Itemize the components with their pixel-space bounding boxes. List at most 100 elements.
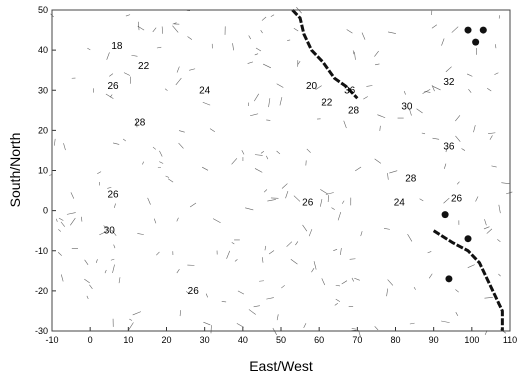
contour-segment	[226, 250, 231, 259]
y-axis-ticks: -30 -20 -10 0 10 20 30 40 50	[35, 5, 56, 336]
contour-segment	[123, 72, 131, 76]
contour-segment	[176, 66, 180, 73]
contour-segment	[389, 170, 398, 174]
contour-segment	[335, 298, 341, 302]
x-tick-label: 40	[238, 335, 248, 345]
contour-segment	[303, 323, 307, 329]
contour-segment	[335, 284, 340, 287]
contour-segment	[387, 172, 389, 180]
contour-segment	[313, 261, 317, 270]
contour-segment	[386, 288, 389, 297]
contour-segment	[264, 245, 267, 251]
x-tick-label: 10	[123, 335, 133, 345]
contour-segment	[455, 289, 459, 293]
contour-label: 28	[348, 105, 360, 116]
contour-segment	[293, 28, 299, 32]
contour-segment	[374, 50, 379, 57]
contour-segment	[118, 277, 121, 284]
contour-segment	[260, 151, 265, 154]
contour-segment	[113, 244, 116, 249]
contour-segment	[361, 32, 366, 40]
contour-segment	[407, 233, 413, 242]
contour-label: 26	[188, 286, 200, 297]
contour-label: 30	[104, 226, 116, 237]
contour-segment	[112, 264, 115, 274]
contour-segment	[340, 247, 342, 255]
contour-label: 26	[108, 81, 120, 92]
contour-segment	[331, 207, 335, 210]
dense-blob	[464, 235, 472, 243]
contour-segment	[189, 68, 196, 71]
contour-segment	[325, 192, 334, 195]
contour-segment	[408, 108, 412, 116]
contour-segment	[468, 89, 472, 93]
contour-segment	[167, 178, 174, 183]
contour-segment	[159, 150, 163, 157]
contour-segment	[428, 273, 433, 279]
contour-segment	[236, 323, 244, 328]
contour-segment	[128, 322, 134, 331]
contour-segment	[366, 85, 373, 87]
contour-segment	[266, 155, 269, 160]
contour-segment	[172, 25, 179, 33]
contour-segment	[231, 242, 235, 245]
x-tick-label: 50	[276, 335, 286, 345]
contour-segment	[441, 320, 450, 323]
contour-segment	[409, 322, 415, 325]
contour-segment	[293, 195, 301, 202]
contour-segment	[70, 217, 76, 226]
contour-segment	[245, 207, 254, 211]
contour-segment	[374, 63, 380, 66]
contour-segment	[261, 257, 264, 263]
contour-segment	[281, 285, 285, 289]
contour-segment	[129, 318, 133, 321]
contour-segment	[95, 259, 98, 263]
contour-segment	[261, 16, 267, 21]
contour-segment	[97, 171, 102, 175]
contour-segment	[165, 175, 170, 178]
contour-segment	[212, 218, 221, 224]
contour-segment	[497, 239, 501, 243]
contour-segment	[205, 293, 208, 298]
contour-segment	[107, 186, 112, 189]
contour-segment	[56, 218, 58, 222]
contour-segment	[268, 98, 271, 108]
x-tick-label: 60	[314, 335, 324, 345]
contour-segment	[159, 161, 164, 164]
contour-segment	[221, 301, 227, 303]
contour-segment	[253, 305, 260, 308]
contour-segment	[84, 259, 89, 265]
contour-segment	[455, 135, 461, 142]
contour-segment	[248, 309, 256, 315]
contour-segment	[427, 251, 432, 254]
contour-segment	[176, 269, 180, 274]
plot-frame	[51, 9, 511, 332]
coastline	[432, 229, 504, 331]
contour-segment	[498, 273, 501, 277]
contour-segment	[255, 47, 262, 52]
contour-segment	[156, 251, 160, 256]
contour-segment	[354, 51, 356, 60]
contour-segment	[349, 258, 356, 260]
y-tick-label: 10	[38, 166, 48, 176]
contour-segment	[475, 196, 479, 202]
contour-segment	[137, 21, 140, 31]
contour-segment	[484, 297, 493, 299]
contour-segment	[494, 72, 499, 75]
contour-segment	[334, 303, 338, 306]
contour-segment	[387, 279, 394, 286]
contour-segment	[276, 83, 284, 88]
contour-segment	[374, 158, 382, 164]
contour-label: 32	[443, 77, 455, 88]
contour-segment	[320, 189, 329, 195]
contour-segment	[473, 125, 476, 133]
contour-segment	[432, 86, 441, 91]
y-tick-label: -30	[35, 326, 48, 336]
contour-segment	[456, 181, 460, 185]
contour-segment	[302, 224, 308, 232]
contour-segment	[270, 14, 275, 17]
contour-segment	[486, 228, 493, 234]
contour-segment	[321, 101, 325, 104]
contour-segment	[455, 312, 459, 317]
contour-segment	[114, 203, 116, 209]
